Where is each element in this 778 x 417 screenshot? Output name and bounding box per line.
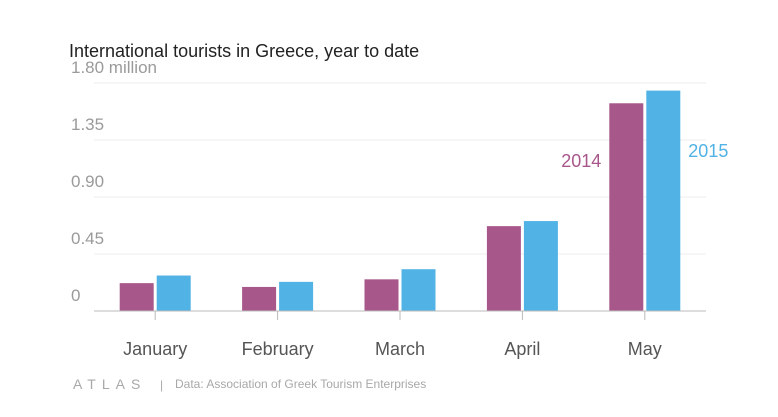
bar-2014-april: [486, 226, 521, 311]
bar-2015-february: [279, 281, 314, 311]
legend-2015: 2015: [688, 141, 728, 161]
y-tick-label: 1.35: [71, 115, 104, 134]
bars: [119, 90, 681, 312]
bar-2015-may: [646, 90, 681, 311]
bar-2014-march: [364, 279, 399, 311]
x-tick-label: February: [242, 339, 314, 359]
y-tick-label: 0.45: [71, 229, 104, 248]
y-tick-label: 1.80 million: [71, 58, 157, 77]
y-tick-label: 0.90: [71, 172, 104, 191]
bar-2015-april: [523, 221, 558, 311]
x-tick-label: April: [504, 339, 540, 359]
bar-2015-january: [156, 275, 191, 311]
x-tick-label: May: [628, 339, 662, 359]
legend: 2014 2015: [561, 141, 728, 171]
x-tick-label: January: [123, 339, 187, 359]
footer-separator: |: [160, 378, 163, 392]
y-axis-ticks: 0 0.45 0.90 1.35 1.80 million: [71, 58, 157, 305]
bar-2015-march: [401, 269, 436, 311]
source-note: Data: Association of Greek Tourism Enter…: [175, 377, 426, 391]
atlas-logo: ATLAS: [73, 376, 146, 392]
legend-2014: 2014: [561, 151, 601, 171]
chart-title: International tourists in Greece, year t…: [69, 41, 419, 61]
x-tick-label: March: [375, 339, 425, 359]
footer: ATLAS | Data: Association of Greek Touri…: [73, 376, 426, 392]
bar-2014-january: [119, 283, 154, 311]
x-axis: January February March April May: [94, 310, 706, 359]
bar-2014-may: [609, 103, 644, 312]
y-tick-label: 0: [71, 286, 80, 305]
bar-2014-february: [242, 286, 277, 311]
grid: [94, 82, 706, 255]
